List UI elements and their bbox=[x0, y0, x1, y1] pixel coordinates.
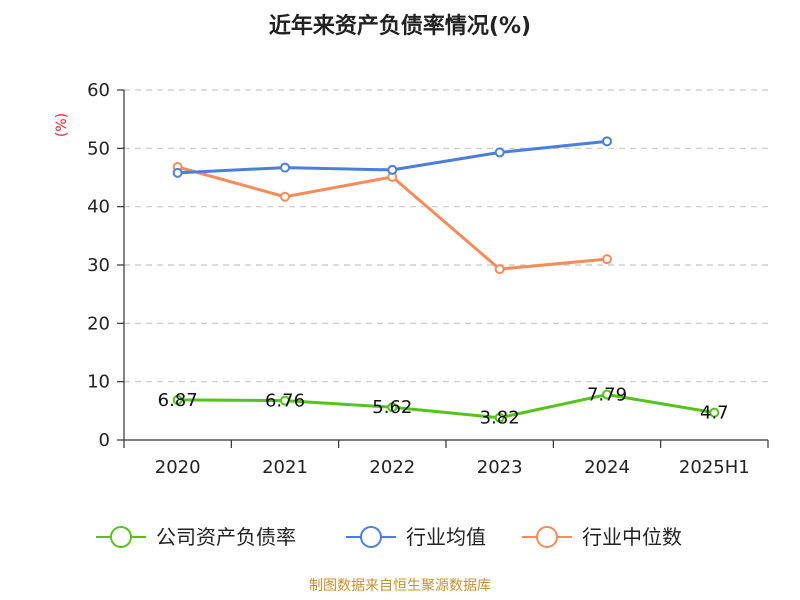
data-point bbox=[602, 389, 612, 400]
legend-marker bbox=[360, 526, 382, 548]
y-tick-label: 50 bbox=[87, 138, 110, 159]
data-label: 3.82 bbox=[480, 408, 520, 429]
x-tick-label: 2025H1 bbox=[679, 457, 750, 478]
legend-label: 公司资产负债率 bbox=[156, 525, 296, 549]
data-point bbox=[280, 191, 290, 202]
data-label: 6.76 bbox=[265, 391, 305, 412]
data-point bbox=[387, 164, 398, 175]
data-point bbox=[172, 167, 183, 178]
data-point bbox=[172, 394, 183, 405]
data-label: 4.7 bbox=[700, 403, 729, 424]
y-tick-label: 10 bbox=[87, 372, 110, 393]
y-tick-label: 0 bbox=[99, 430, 110, 451]
data-point bbox=[280, 162, 290, 173]
data-point bbox=[387, 402, 398, 413]
data-point bbox=[280, 395, 290, 406]
data-point bbox=[602, 136, 612, 147]
y-axis-unit-label: (%) bbox=[54, 113, 70, 137]
legend-marker bbox=[536, 526, 558, 548]
x-tick-label: 2020 bbox=[155, 457, 201, 478]
data-point bbox=[494, 264, 505, 275]
legend-marker bbox=[110, 526, 132, 548]
y-tick-label: 60 bbox=[87, 80, 110, 101]
x-tick-label: 2023 bbox=[477, 457, 523, 478]
axes: 0 10 20 30 40 50 60 2020 2021 2022 2023 2024 2025H1 bbox=[87, 80, 769, 478]
data-point bbox=[494, 412, 505, 423]
grid-lines bbox=[124, 89, 768, 383]
legend-label: 行业中位数 bbox=[582, 525, 682, 549]
data-label: 6.87 bbox=[158, 390, 198, 411]
data-label: 5.62 bbox=[372, 397, 412, 418]
x-tick-label: 2021 bbox=[262, 457, 308, 478]
legend-item[interactable]: 公司资产负债率 bbox=[96, 525, 296, 549]
source-note: 制图数据来自恒生聚源数据库 bbox=[309, 578, 491, 594]
series-line bbox=[176, 165, 609, 271]
y-tick-label: 30 bbox=[87, 255, 110, 276]
data-point bbox=[602, 254, 612, 265]
data-point bbox=[494, 147, 505, 158]
series-lines bbox=[172, 136, 720, 423]
y-tick-label: 40 bbox=[87, 197, 110, 218]
data-labels: 6.87 6.76 5.62 3.82 7.79 4.7 bbox=[158, 385, 729, 429]
legend-label: 行业均值 bbox=[406, 525, 486, 549]
y-tick-label: 20 bbox=[87, 313, 110, 334]
legend: 公司资产负债率 行业均值 行业中位数 bbox=[96, 525, 682, 549]
series-line bbox=[176, 393, 716, 420]
data-label: 7.79 bbox=[587, 385, 627, 406]
x-tick-label: 2022 bbox=[369, 457, 415, 478]
chart-title: 近年来资产负债率情况(%) bbox=[269, 13, 531, 39]
legend-item[interactable]: 行业中位数 bbox=[522, 525, 682, 549]
data-point bbox=[709, 407, 720, 418]
legend-item[interactable]: 行业均值 bbox=[346, 525, 486, 549]
x-tick-label: 2024 bbox=[584, 457, 630, 478]
